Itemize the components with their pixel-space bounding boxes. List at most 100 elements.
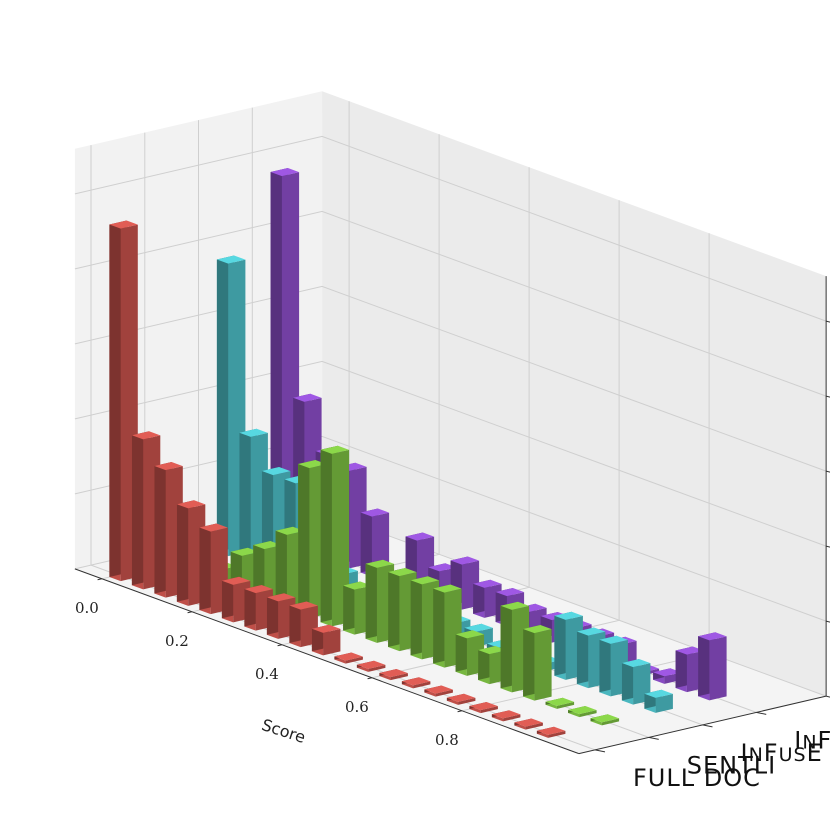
- bar-top-face: [365, 559, 395, 568]
- bar-top-face: [446, 693, 476, 702]
- bar-right-face: [323, 628, 341, 656]
- bar: [401, 677, 431, 689]
- bar-top-face: [275, 526, 305, 535]
- bar-top-face: [298, 460, 327, 469]
- series-row: [109, 220, 566, 738]
- bar-right-face: [525, 722, 543, 730]
- bar-top-face: [698, 632, 727, 641]
- bar: [311, 624, 341, 656]
- x-tick-mark: [97, 578, 102, 581]
- z-tick-mark: [826, 695, 830, 698]
- bar-right-face: [709, 636, 727, 701]
- x-axis-line: [74, 568, 580, 755]
- bar-top-face: [289, 601, 318, 610]
- bar-right-face: [548, 730, 566, 738]
- bar-top-face: [599, 635, 628, 644]
- bar: [523, 625, 552, 701]
- y-tick-label-part: F: [764, 739, 779, 767]
- bar-top-face: [500, 601, 530, 610]
- bar: [568, 706, 597, 718]
- z-tick-mark: [826, 395, 830, 398]
- bar-top-face: [230, 547, 260, 556]
- bar-right-face: [331, 449, 350, 627]
- x-tick-label: 0.8: [435, 731, 459, 749]
- bar-top-face: [388, 568, 417, 577]
- bar-top-face: [590, 714, 620, 723]
- bar: [239, 428, 268, 565]
- z-gridline: [74, 360, 827, 547]
- bar-top-face: [473, 579, 502, 588]
- bar-top-face: [320, 445, 350, 454]
- y-tick-label-part: I: [741, 739, 749, 767]
- y-tick-label-part: N: [749, 744, 764, 766]
- bar: [334, 652, 363, 664]
- bar-top-face: [405, 532, 435, 541]
- bar-top-face: [554, 611, 583, 620]
- bar-top-face: [176, 500, 206, 509]
- bar: [424, 685, 453, 697]
- bar-top-face: [653, 668, 682, 677]
- bar-top-face: [293, 393, 322, 402]
- bar: [599, 635, 628, 697]
- z-gridline: [74, 135, 827, 322]
- bar: [554, 611, 583, 680]
- y-gridline: [90, 145, 596, 751]
- bar: [266, 593, 296, 639]
- bar-top-face: [379, 669, 408, 678]
- bar-top-face: [450, 556, 480, 565]
- back-pane: [322, 91, 827, 697]
- x-tick-label: 0.0: [75, 599, 99, 617]
- z-tick-mark: [826, 470, 830, 473]
- bar-top-face: [131, 431, 161, 440]
- y-tick-label: INFUSE: [741, 739, 823, 767]
- bar-right-face: [655, 693, 673, 713]
- y-tick-label: FULL DOC: [633, 764, 761, 792]
- x-tick-mark: [457, 710, 462, 713]
- bar-top-face: [311, 624, 341, 633]
- y-tick-mark: [756, 711, 767, 715]
- bar-top-face: [428, 563, 457, 572]
- bar-top-face: [469, 702, 498, 711]
- bar-right-face: [413, 681, 431, 689]
- bar-right-face: [579, 710, 597, 718]
- bar: [698, 632, 727, 701]
- bar-right-face: [601, 718, 620, 726]
- bar: [379, 669, 408, 681]
- bar-top-face: [221, 576, 251, 585]
- bar-top-face: [644, 689, 673, 698]
- bar: [356, 660, 386, 672]
- bar: [491, 710, 521, 722]
- bar-top-face: [495, 588, 525, 597]
- bar-top-face: [239, 428, 268, 437]
- axis-labels: 0.00.20.40.60.801020304050ScoreCountFULL…: [75, 599, 830, 792]
- bar: [446, 693, 476, 705]
- y-tick-label-part: E: [807, 739, 823, 767]
- x-axis-title: Score: [259, 715, 307, 747]
- bar-right-face: [345, 656, 363, 664]
- z-tick-mark: [826, 320, 830, 323]
- bar-right-face: [534, 629, 552, 701]
- bar: [545, 697, 575, 709]
- bar-top-face: [568, 706, 597, 715]
- bar-right-face: [368, 664, 386, 672]
- bar-top-face: [424, 685, 453, 694]
- bar-right-face: [390, 673, 408, 681]
- bar: [536, 726, 566, 738]
- y-tick-label-part: I: [794, 726, 802, 754]
- bar-top-face: [433, 584, 462, 593]
- bar-top-face: [270, 168, 300, 177]
- bar-top-face: [216, 255, 246, 264]
- y-tick-mark: [702, 724, 713, 728]
- bar: [199, 523, 228, 615]
- bar-top-face: [523, 625, 552, 634]
- bar-top-face: [343, 581, 372, 590]
- bar: [469, 702, 498, 714]
- bar-right-face: [503, 714, 521, 722]
- bar-top-face: [154, 462, 183, 471]
- bar-top-face: [109, 220, 138, 229]
- bar-right-face: [458, 697, 476, 705]
- bar: [388, 568, 417, 652]
- z-tick-mark: [826, 620, 830, 623]
